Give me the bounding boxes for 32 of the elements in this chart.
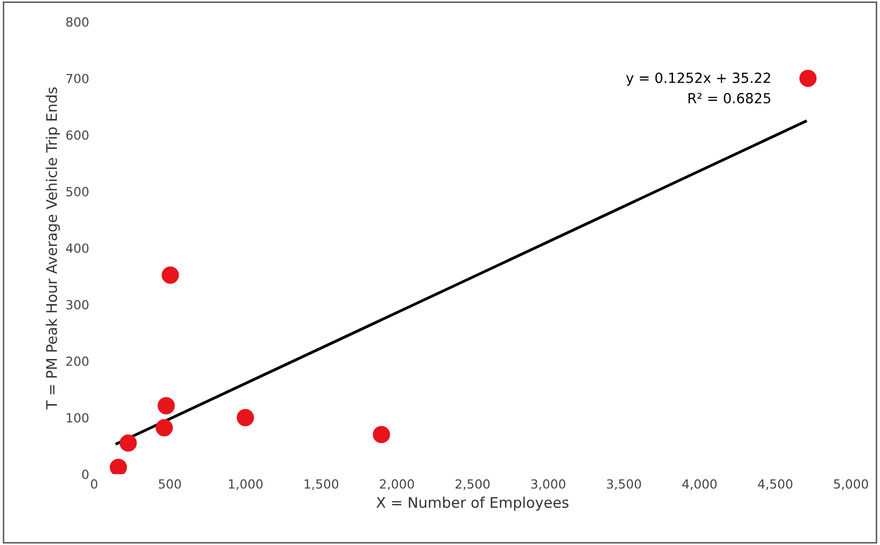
x-tick-label: 5,000 <box>834 479 868 490</box>
point <box>158 397 175 414</box>
x-tick-label: 2,000 <box>380 479 414 490</box>
y-tick-label: 200 <box>66 356 88 366</box>
y-tick-label: 100 <box>66 413 88 423</box>
annotation: y = 0.1252x + 35.22 <box>626 72 770 86</box>
point <box>110 458 127 474</box>
x-tick-label: 1,500 <box>304 479 338 490</box>
y-tick-label: 600 <box>66 130 88 140</box>
x-tick-label: 3,000 <box>531 479 566 490</box>
x-tick-label: 1,000 <box>229 479 263 490</box>
x-tick-label: 500 <box>158 479 181 489</box>
y-axis-title: T = PM Peak Hour Average Vehicle Trip Ends <box>46 87 60 410</box>
x-tick-label: 4,500 <box>758 479 792 490</box>
y-tick-label: 800 <box>66 17 88 27</box>
point <box>372 426 390 444</box>
y-tick-label: 300 <box>66 300 88 310</box>
point <box>162 266 179 284</box>
y-tick-label: 400 <box>66 243 88 253</box>
x-tick-label: 2,500 <box>456 479 490 490</box>
x-axis-title: X = Number of Employees <box>376 496 568 511</box>
point <box>236 408 254 426</box>
point <box>156 419 173 436</box>
y-tick-label: 700 <box>66 74 88 84</box>
annotation: R² = 0.6825 <box>688 92 770 104</box>
y-tick-label: 500 <box>66 186 88 196</box>
point <box>799 70 817 87</box>
x-tick-label: 0 <box>91 479 98 489</box>
y-tick-label: 0 <box>82 470 88 480</box>
x-tick-label: 3,500 <box>606 479 641 490</box>
x-tick-label: 4,000 <box>682 479 717 490</box>
point <box>120 434 137 452</box>
